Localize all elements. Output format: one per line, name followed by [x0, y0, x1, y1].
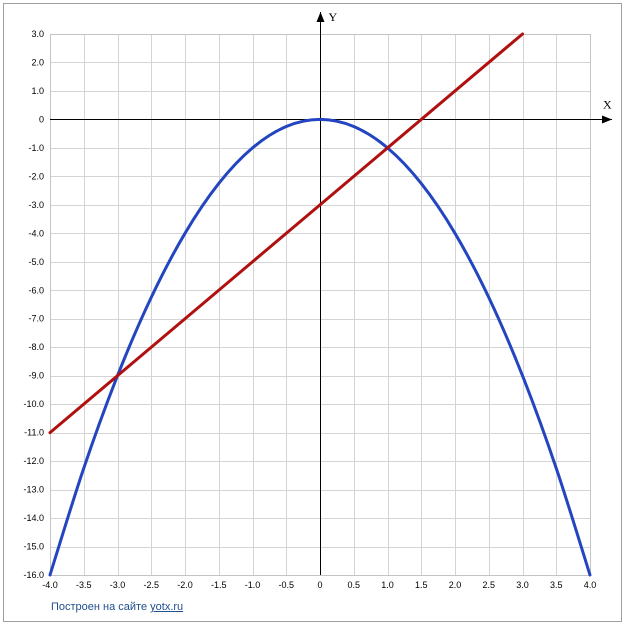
y-tick-label: -1.0 [28, 143, 44, 153]
y-tick-label: -11.0 [24, 428, 44, 438]
y-tick-label: -14.0 [23, 513, 44, 523]
y-tick-label: 1.0 [31, 86, 44, 96]
x-tick-label: -2.5 [143, 580, 159, 590]
x-tick-label: 0 [317, 580, 322, 590]
x-tick-label: 1.0 [381, 580, 394, 590]
y-tick-label: 0 [39, 114, 44, 124]
y-tick-label: -16.0 [23, 570, 44, 580]
y-tick-label: -7.0 [28, 314, 44, 324]
x-tick-label: 0.5 [347, 580, 360, 590]
y-tick-label: -9.0 [28, 371, 44, 381]
x-tick-label: 2.5 [482, 580, 495, 590]
credit-link[interactable]: yotx.ru [150, 601, 184, 613]
y-tick-label: -12.0 [23, 456, 44, 466]
series [48, 32, 592, 577]
x-tick-label: 1.5 [415, 580, 428, 590]
y-tick-label: -6.0 [28, 285, 44, 295]
x-tick-label: 3.5 [550, 580, 563, 590]
y-tick-label: -4.0 [28, 228, 44, 238]
y-tick-label: 3.0 [31, 29, 44, 39]
x-tick-label: -0.5 [278, 580, 294, 590]
x-tick-label: -4.0 [42, 580, 58, 590]
series-line-1 [48, 117, 592, 577]
y-tick-label: -15.0 [23, 542, 44, 552]
x-tick-label: -2.0 [177, 580, 193, 590]
x-axis-label: X [603, 98, 612, 112]
y-tick-label: -5.0 [28, 257, 44, 267]
x-tick-label: -3.5 [76, 580, 92, 590]
series-line-2 [48, 32, 524, 435]
y-tick-label: -13.0 [23, 485, 44, 495]
y-tick-label: -10.0 [23, 399, 44, 409]
y-axis-arrow [316, 12, 325, 22]
y-tick-label: -3.0 [28, 200, 44, 210]
tick-labels: -4.0 -3.5 -3.0 -2.5 -2.0 -1.5 -1.0 -0.5 0 0.5 1.0 1… [23, 29, 596, 590]
x-tick-label: -3.0 [110, 580, 126, 590]
credit-prefix: Построен на сайте [51, 601, 151, 613]
x-axis-arrow [602, 115, 612, 124]
x-tick-label: 4.0 [584, 580, 597, 590]
x-tick-label: 3.0 [516, 580, 529, 590]
y-tick-label: 2.0 [31, 57, 44, 67]
x-tick-label: 2.0 [449, 580, 462, 590]
chart-frame: -4.0 -3.5 -3.0 -2.5 -2.0 -1.5 -1.0 -0.5 0 0.5 1.0 1… [3, 3, 622, 622]
x-tick-label: -1.5 [211, 580, 227, 590]
y-tick-label: -2.0 [28, 171, 44, 181]
y-axis-label: Y [329, 10, 338, 24]
chart: -4.0 -3.5 -3.0 -2.5 -2.0 -1.5 -1.0 -0.5 0 0.5 1.0 1… [23, 10, 612, 590]
x-tick-label: -1.0 [245, 580, 261, 590]
y-tick-label: -8.0 [28, 342, 44, 352]
credit: Построен на сайте yotx.ru [51, 601, 183, 613]
